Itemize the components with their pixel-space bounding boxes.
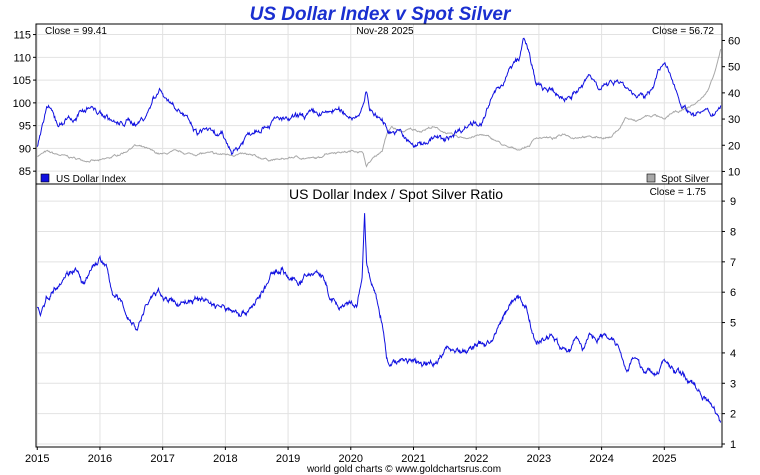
bottom-right-tick-2: 2	[730, 409, 736, 421]
ratio-close-label: Close = 1.75	[650, 187, 707, 198]
x-tick-2022: 2022	[464, 453, 488, 465]
top-panel-grid	[36, 24, 722, 184]
bottom-right-tick-4: 4	[730, 348, 736, 360]
top-left-tick-115: 115	[13, 30, 31, 42]
ratio-title: US Dollar Index / Spot Silver Ratio	[289, 186, 503, 202]
x-tick-2024: 2024	[589, 453, 613, 465]
bottom-right-tick-1: 1	[730, 439, 736, 451]
top-left-tick-85: 85	[19, 166, 31, 178]
date-label: Nov-28 2025	[356, 26, 414, 37]
legend-usd-label: US Dollar Index	[56, 174, 126, 185]
legend-usd-swatch	[40, 173, 50, 183]
spot-silver-line	[37, 48, 722, 168]
top-right-axis: 10 20 30 40 50 60	[722, 35, 740, 178]
bottom-right-tick-9: 9	[730, 196, 736, 208]
usd-silver-ratio-line	[36, 213, 722, 424]
top-right-tick-50: 50	[728, 62, 740, 74]
x-tick-2018: 2018	[213, 453, 237, 465]
usd-index-line	[36, 37, 722, 156]
top-right-tick-30: 30	[728, 114, 740, 126]
x-tick-2019: 2019	[276, 453, 300, 465]
top-right-tick-10: 10	[728, 166, 740, 178]
chart-title: US Dollar Index v Spot Silver	[250, 4, 512, 25]
x-tick-2015: 2015	[25, 453, 49, 465]
x-tick-2016: 2016	[88, 453, 112, 465]
x-axis: 2015 2016 2017 2018 2019 2020 2021 2022 2023 2024…	[25, 447, 677, 465]
legend-silver-label: Spot Silver	[661, 174, 710, 185]
top-left-tick-110: 110	[13, 52, 31, 64]
x-tick-2023: 2023	[527, 453, 551, 465]
bottom-right-tick-8: 8	[730, 226, 736, 238]
bottom-right-tick-6: 6	[730, 287, 736, 299]
top-right-tick-60: 60	[728, 35, 740, 47]
legend-silver-swatch	[646, 173, 656, 183]
top-left-axis: 85 90 95 100 105 110 115	[13, 30, 36, 178]
x-tick-2020: 2020	[339, 453, 363, 465]
top-left-tick-105: 105	[13, 75, 31, 87]
bottom-panel-frame	[35, 183, 723, 448]
top-panel-frame	[35, 23, 723, 185]
bottom-right-tick-5: 5	[730, 318, 736, 330]
bottom-right-axis: 1 2 3 4 5 6 7 8 9	[722, 196, 736, 451]
top-left-tick-100: 100	[13, 98, 31, 110]
bottom-right-tick-3: 3	[730, 378, 736, 390]
top-panel-series	[36, 37, 722, 168]
x-tick-2017: 2017	[150, 453, 174, 465]
top-left-tick-95: 95	[19, 121, 31, 133]
bottom-right-tick-7: 7	[730, 257, 736, 269]
bottom-panel-series	[36, 213, 722, 424]
x-tick-2021: 2021	[401, 453, 425, 465]
x-tick-2025: 2025	[652, 453, 676, 465]
top-left-tick-90: 90	[19, 143, 31, 155]
footer-credit: world gold charts © www.goldchartsrus.co…	[306, 464, 501, 475]
usd-close-label: Close = 99.41	[45, 26, 107, 37]
top-right-tick-20: 20	[728, 140, 740, 152]
top-right-tick-40: 40	[728, 88, 740, 100]
bottom-panel-grid	[36, 184, 722, 447]
silver-close-label: Close = 56.72	[652, 26, 714, 37]
